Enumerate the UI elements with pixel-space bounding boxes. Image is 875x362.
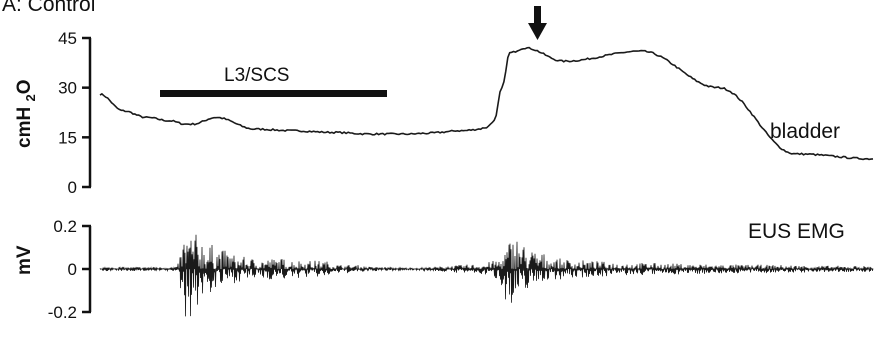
down-arrow-icon	[528, 6, 547, 40]
bladder-trace-label: bladder	[770, 120, 840, 143]
bladder-axis-tick-label-0: 0	[68, 178, 77, 197]
bladder-ylabel-text: cmH	[14, 107, 35, 148]
ylabel-subscript: 2	[23, 94, 38, 101]
ylabel-rest: O	[14, 80, 35, 95]
emg-y-axis-title: mV	[14, 245, 35, 275]
bladder-trace	[99, 46, 874, 161]
bladder-axis-tick-label-1: 15	[58, 128, 77, 147]
bladder-axis-tick-label-2: 30	[58, 79, 77, 98]
emg-y-axis: -0.2 0 0.2	[48, 217, 92, 322]
panel-label: A: Control	[2, 0, 95, 16]
emg-axis-tick-label-2: 0.2	[53, 217, 77, 236]
stimulation-label: L3/SCS	[224, 65, 289, 86]
bladder-y-axis-title: cmH 2O	[14, 80, 38, 148]
stimulation-bar	[160, 90, 387, 97]
emg-axis-tick-label-1: 0	[68, 260, 77, 279]
emg-trace-label: EUS EMG	[748, 220, 845, 243]
emg-trace	[99, 234, 874, 317]
bladder-y-axis: 0 15 30 45	[58, 29, 92, 197]
emg-axis-tick-label-0: -0.2	[48, 303, 77, 322]
bladder-axis-tick-label-3: 45	[58, 29, 77, 48]
